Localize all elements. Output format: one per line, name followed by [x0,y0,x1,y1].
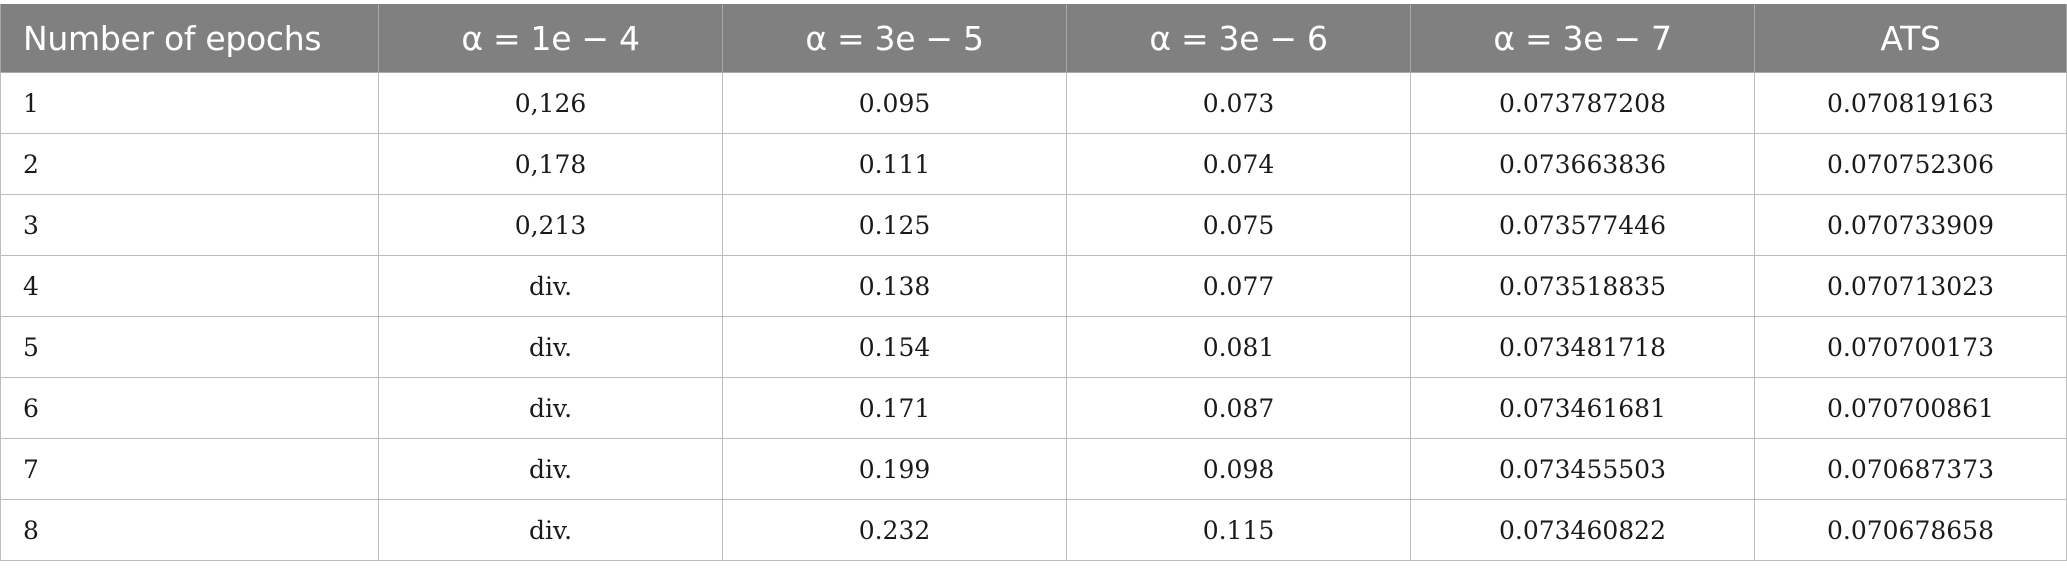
table-cell: 0.087 [1066,377,1411,439]
table-cell: 0.081 [1066,316,1411,378]
table-cell-epoch: 1 [0,72,379,134]
table-cell: 0.070819163 [1754,72,2067,134]
table-cell: 0.073481718 [1410,316,1755,378]
table-cell-epoch: 4 [0,255,379,317]
table-cell: 0.138 [722,255,1067,317]
table-cell: 0.070713023 [1754,255,2067,317]
table-row: 5 div. 0.154 0.081 0.073481718 0.0707001… [0,316,2067,378]
header-cell-alpha-1e-4: α = 1e − 4 [378,4,723,73]
header-row: Number of epochs α = 1e − 4 α = 3e − 5 α… [0,4,2067,73]
header-cell-alpha-3e-6: α = 3e − 6 [1066,4,1411,73]
table-row: 7 div. 0.199 0.098 0.073455503 0.0706873… [0,438,2067,500]
table-row: 4 div. 0.138 0.077 0.073518835 0.0707130… [0,255,2067,317]
table-cell: 0.073577446 [1410,194,1755,256]
table-cell: 0.075 [1066,194,1411,256]
table-cell: 0.098 [1066,438,1411,500]
table-cell: 0.077 [1066,255,1411,317]
table-cell: 0.070752306 [1754,133,2067,195]
table-row: 1 0,126 0.095 0.073 0.073787208 0.070819… [0,72,2067,134]
table-cell: 0.095 [722,72,1067,134]
table-cell: 0.073 [1066,72,1411,134]
header-cell-ats: ATS [1754,4,2067,73]
header-cell-epochs: Number of epochs [0,4,379,73]
table-cell: 0,213 [378,194,723,256]
table-cell: 0.111 [722,133,1067,195]
table-cell-epoch: 7 [0,438,379,500]
table-cell-epoch: 3 [0,194,379,256]
table-row: 6 div. 0.171 0.087 0.073461681 0.0707008… [0,377,2067,439]
table-row: 2 0,178 0.111 0.074 0.073663836 0.070752… [0,133,2067,195]
table-cell: 0.115 [1066,499,1411,561]
table-cell: 0.070733909 [1754,194,2067,256]
table-cell: 0.070700861 [1754,377,2067,439]
results-table: Number of epochs α = 1e − 4 α = 3e − 5 α… [0,4,2067,561]
table-body: 1 0,126 0.095 0.073 0.073787208 0.070819… [0,72,2067,561]
table-cell: 0.232 [722,499,1067,561]
header-cell-alpha-3e-5: α = 3e − 5 [722,4,1067,73]
table-cell: 0,126 [378,72,723,134]
table-cell: 0.070687373 [1754,438,2067,500]
table-cell: 0.154 [722,316,1067,378]
table-cell-epoch: 8 [0,499,379,561]
table-row: 8 div. 0.232 0.115 0.073460822 0.0706786… [0,499,2067,561]
table-cell: 0.073787208 [1410,72,1755,134]
table-cell: div. [378,499,723,561]
table-header: Number of epochs α = 1e − 4 α = 3e − 5 α… [0,4,2067,73]
table-cell: div. [378,316,723,378]
header-cell-alpha-3e-7: α = 3e − 7 [1410,4,1755,73]
table-cell: 0.125 [722,194,1067,256]
results-table-container: Number of epochs α = 1e − 4 α = 3e − 5 α… [0,4,2067,561]
table-row: 3 0,213 0.125 0.075 0.073577446 0.070733… [0,194,2067,256]
table-cell: 0.073460822 [1410,499,1755,561]
table-cell-epoch: 5 [0,316,379,378]
table-cell: 0.199 [722,438,1067,500]
table-cell: 0.074 [1066,133,1411,195]
table-cell: 0.070700173 [1754,316,2067,378]
table-cell-epoch: 2 [0,133,379,195]
table-cell-epoch: 6 [0,377,379,439]
table-cell: div. [378,438,723,500]
table-cell: 0.171 [722,377,1067,439]
table-cell: 0.073461681 [1410,377,1755,439]
table-cell: 0,178 [378,133,723,195]
table-cell: div. [378,377,723,439]
table-cell: 0.073518835 [1410,255,1755,317]
table-cell: div. [378,255,723,317]
table-cell: 0.070678658 [1754,499,2067,561]
table-cell: 0.073663836 [1410,133,1755,195]
table-cell: 0.073455503 [1410,438,1755,500]
